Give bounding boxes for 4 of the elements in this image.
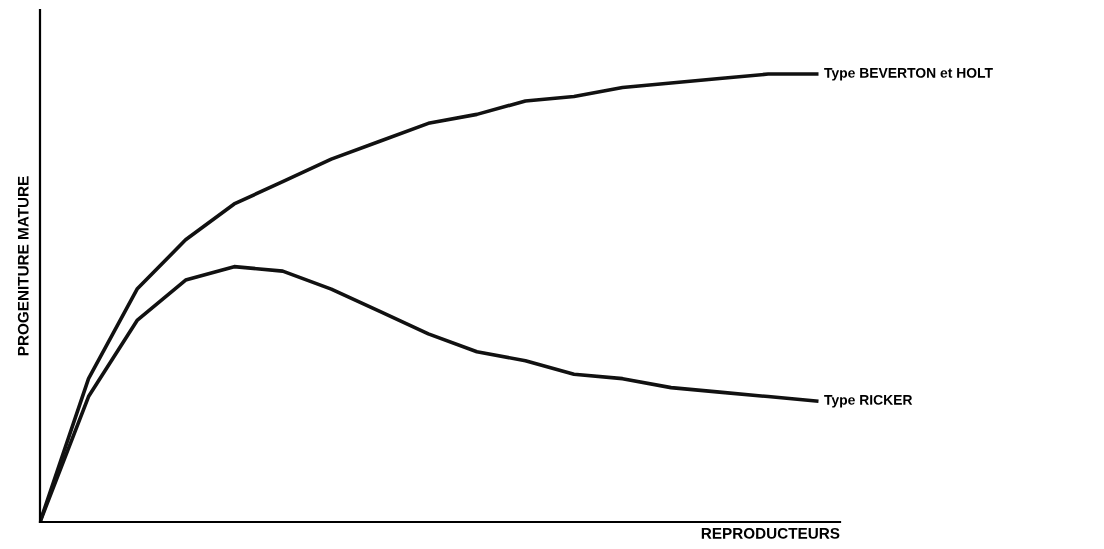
- y-axis-title: PROGENITURE MATURE: [17, 176, 29, 356]
- series-label: Type RICKER: [824, 394, 913, 408]
- series-label: Type BEVERTON et HOLT: [824, 67, 993, 81]
- x-axis-title: REPRODUCTEURS: [701, 527, 840, 539]
